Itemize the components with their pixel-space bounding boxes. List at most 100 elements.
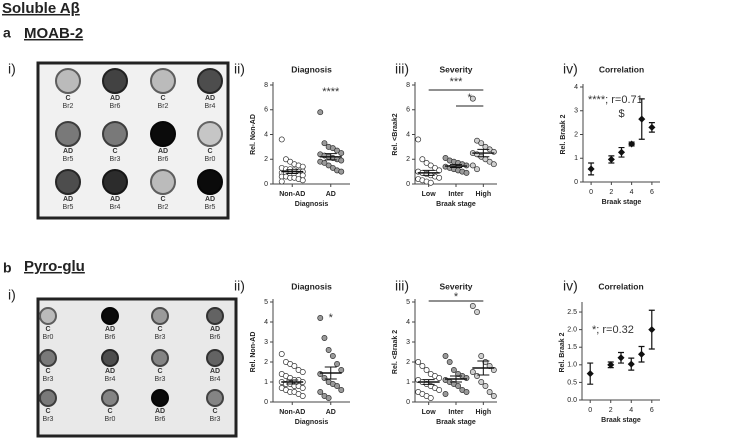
data-point — [587, 165, 595, 173]
blot-label: Br3 — [110, 156, 121, 163]
blot-label: Br2 — [63, 103, 74, 110]
data-point — [325, 347, 332, 353]
blot-label: AD — [210, 368, 220, 375]
heading: Soluble Aβ — [2, 0, 80, 17]
blot-dot — [150, 121, 176, 147]
data-point — [436, 375, 443, 381]
data-point — [427, 395, 434, 401]
data-point — [338, 367, 345, 373]
blot-label: C — [45, 368, 50, 375]
blot-label: Br6 — [155, 416, 166, 423]
data-point — [278, 178, 285, 185]
y-tick-label: 0 — [264, 399, 268, 406]
y-tick-label: 2 — [264, 359, 268, 366]
blot-label: Br4 — [205, 103, 216, 110]
data-point — [474, 166, 480, 173]
y-axis-label: Rel. Non-AD — [250, 114, 257, 155]
data-point — [482, 383, 489, 389]
y-axis-label: Rel. Braak 2 — [559, 332, 566, 372]
x-axis-label: Braak stage — [602, 199, 642, 206]
x-tick-label: 2 — [609, 407, 613, 414]
x-tick-label: 4 — [630, 189, 634, 196]
x-tick-label: Non-AD — [279, 191, 305, 198]
chart-title: Correlation — [599, 64, 644, 74]
data-point — [463, 389, 470, 395]
y-tick-label: 8 — [406, 82, 410, 89]
blot-dot — [55, 169, 81, 195]
sem-bar — [477, 360, 490, 376]
data-point — [299, 163, 306, 170]
blot-label: Br4 — [105, 376, 116, 383]
x-tick-label: 0 — [589, 189, 593, 196]
data-point — [478, 140, 485, 147]
blot-dot — [206, 389, 224, 407]
blot-dot — [102, 121, 128, 147]
chart-title: Correlation — [598, 281, 643, 291]
y-tick-label: 1 — [406, 379, 410, 386]
annotation: *** — [450, 76, 464, 88]
y-tick-label: 6 — [264, 107, 268, 114]
blot-dot — [150, 169, 176, 195]
blot-label: AD — [155, 408, 165, 415]
sem-bar — [422, 169, 435, 176]
data-point — [317, 315, 324, 321]
section-letter: b — [3, 260, 12, 276]
data-point — [291, 363, 298, 369]
y-tick-label: 2 — [406, 156, 410, 163]
x-axis-label: Diagnosis — [295, 419, 329, 426]
blot-label: C — [65, 95, 70, 102]
blot-label: C — [45, 408, 50, 415]
data-point — [338, 168, 345, 175]
data-point — [325, 395, 332, 401]
data-point — [334, 361, 340, 367]
x-tick-label: AD — [326, 191, 336, 198]
data-point — [299, 393, 306, 399]
data-point — [321, 140, 328, 147]
y-tick-label: 2.5 — [567, 309, 577, 316]
y-tick-label: 3 — [406, 339, 410, 346]
data-point — [442, 353, 449, 359]
blot-label: Br0 — [43, 334, 54, 341]
y-tick-label: 0 — [264, 181, 268, 188]
data-point — [436, 174, 443, 181]
blot-label: Br4 — [210, 376, 221, 383]
data-point — [463, 169, 470, 176]
data-point — [299, 172, 306, 179]
y-tick-label: 3 — [574, 108, 578, 115]
blot-dot — [151, 389, 169, 407]
panel-label: iii) — [395, 278, 409, 294]
data-point — [490, 161, 497, 168]
y-tick-label: 0 — [574, 179, 578, 186]
sem-bar — [324, 153, 337, 161]
x-tick-label: Low — [422, 191, 437, 198]
annotation: * — [468, 92, 473, 104]
y-tick-label: 3 — [264, 339, 268, 346]
blot-label: AD — [205, 196, 215, 203]
chart-title: Severity — [439, 64, 472, 74]
data-point — [455, 383, 462, 389]
chart-title: Severity — [439, 281, 472, 291]
sem-bar — [450, 375, 462, 383]
data-point — [486, 389, 493, 395]
blot-label: AD — [63, 196, 73, 203]
data-point — [450, 367, 457, 373]
data-point — [299, 369, 306, 375]
y-axis-label: Rel. Non-AD — [250, 332, 257, 373]
data-point — [637, 350, 646, 358]
annotation: **** — [322, 86, 340, 98]
data-point — [427, 179, 434, 186]
blot-dot — [101, 307, 119, 325]
sem-bar — [477, 148, 490, 158]
annotation: ****; r=0.71 — [588, 94, 643, 106]
data-point — [628, 140, 636, 148]
blot-dot — [206, 307, 224, 325]
chart-title: Diagnosis — [291, 64, 332, 74]
blot-label: C — [157, 326, 162, 333]
sem-bar — [450, 164, 462, 169]
blot-label: C — [207, 148, 212, 155]
blot-label: Br6 — [110, 103, 121, 110]
blot-label: AD — [63, 148, 73, 155]
data-point — [442, 391, 449, 397]
blot-label: Br6 — [158, 156, 169, 163]
x-tick-label: Inter — [448, 409, 463, 416]
